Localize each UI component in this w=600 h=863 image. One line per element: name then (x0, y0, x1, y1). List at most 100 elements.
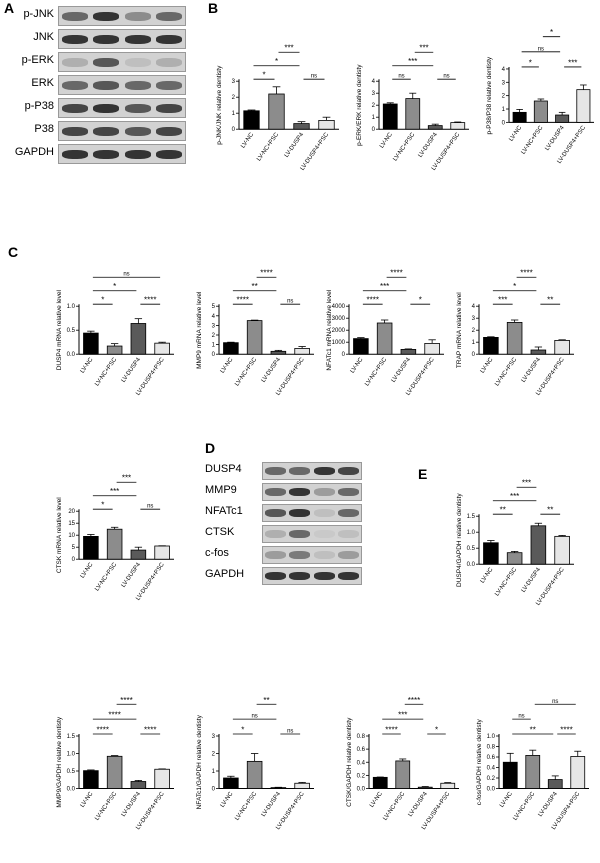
significance-label: ** (547, 506, 553, 515)
significance-label: **** (97, 726, 109, 735)
blot-row-label-nfatc1: NFATc1 (205, 504, 243, 517)
bar (130, 781, 147, 789)
blot-strip-p-jnk (58, 6, 186, 26)
y-tick-label: 0.0 (487, 787, 496, 793)
blot-band (156, 11, 183, 21)
significance-label: *** (498, 296, 507, 305)
y-tick-label: 4 (372, 79, 376, 85)
y-tick-label: 10 (68, 533, 75, 539)
y-tick-label: 0.6 (357, 747, 366, 753)
chart-ctsk-gapdh: CTSK/GAPDH relative dentisty 0.0 0.2 0.4 0.6… (346, 696, 459, 831)
bar (372, 776, 388, 789)
panel-letter-b: B (208, 0, 219, 16)
bar (530, 525, 547, 565)
y-axis-label: p-ERK/ERK relative dentisty (356, 64, 363, 146)
y-tick-label: 1.0 (67, 304, 76, 310)
blot-band (338, 509, 360, 517)
bar (83, 536, 99, 560)
x-tick-label: LV-NC (80, 561, 95, 579)
blot-band (313, 572, 335, 580)
significance-label: * (419, 296, 422, 305)
y-tick-label: 0.5 (67, 769, 76, 775)
significance-label: **** (108, 711, 120, 720)
bar (246, 320, 263, 355)
blot-band (156, 149, 183, 159)
significance-label: *** (398, 711, 407, 720)
bar (294, 348, 310, 355)
bar (154, 545, 170, 560)
significance-label: *** (380, 282, 389, 291)
y-tick-label: 2 (212, 333, 216, 339)
bar (512, 111, 527, 123)
chart-mmp9-gapdh: MMP9/GAPDH relative dentisty 0.0 0.5 1.0 1.5… (56, 696, 174, 831)
blot-band (338, 551, 360, 559)
blot-band (289, 551, 311, 559)
y-tick-label: 3 (212, 323, 216, 329)
bar (270, 350, 287, 355)
x-tick-label: LV-DUSP4 (121, 356, 143, 383)
panel-letter-d: D (205, 440, 216, 456)
bar (555, 114, 570, 123)
y-tick-label: 3 (502, 80, 506, 86)
significance-label: * (241, 726, 244, 735)
blot-strip-nfatc1 (262, 504, 362, 522)
y-tick-label: 3000 (332, 316, 346, 322)
x-tick-label: LV-DUSP4 (121, 791, 143, 818)
chart-p-jnk-jnk: p-JNK/JNK relative dentisty 0 1 2 3 LV-NC LV-N… (216, 44, 339, 172)
x-tick-label: LV-DUSP4 (521, 356, 543, 383)
y-tick-label: 2 (232, 95, 236, 101)
blot-band (264, 467, 286, 475)
x-tick-label: LV-DUSP4 (521, 566, 543, 593)
significance-label: * (435, 726, 438, 735)
blot-band (289, 509, 311, 517)
y-tick-label: 2 (372, 103, 376, 109)
bar (502, 761, 518, 789)
blot-band (61, 80, 88, 90)
y-tick-label: 2 (212, 752, 216, 758)
blot-band (61, 103, 88, 113)
bar (506, 552, 523, 565)
bar (130, 323, 147, 355)
x-tick-label: LV-NC (350, 356, 365, 374)
chart-dusp4-mrna: DUSP4 mRNA relative level 0.00.51.0LV-NC L… (56, 272, 174, 397)
significance-label: * (101, 296, 104, 305)
significance-label: * (513, 282, 516, 291)
significance-label: *** (122, 474, 131, 483)
blot-band (156, 57, 183, 67)
bar (130, 549, 147, 560)
bar (223, 342, 239, 355)
blot-strip-p-erk (58, 52, 186, 72)
y-axis-label: p-JNK/JNK relative dentisty (216, 65, 223, 145)
significance-label: ** (530, 726, 536, 735)
blot-band (156, 34, 183, 44)
y-tick-label: 0 (472, 352, 476, 358)
x-tick-label: LV-NC+PSC (383, 791, 407, 822)
y-tick-label: 5 (72, 545, 76, 551)
y-tick-label: 0 (212, 352, 216, 358)
y-tick-label: 0 (72, 557, 76, 563)
bar (83, 770, 99, 789)
blot-band (61, 149, 88, 159)
x-tick-label: LV-DUSP4+PSC (300, 131, 331, 171)
significance-label: ns (311, 74, 317, 80)
y-tick-label: 15 (68, 521, 75, 527)
significance-label: * (101, 501, 104, 510)
significance-label: ** (500, 506, 506, 515)
significance-label: * (529, 58, 532, 67)
y-tick-label: 3 (212, 734, 216, 740)
y-tick-label: 1 (502, 107, 506, 113)
x-tick-label: LV-NC+PSC (494, 566, 518, 597)
blot-band (61, 34, 88, 44)
blot-band (93, 126, 120, 136)
blot-band (264, 551, 286, 559)
blot-band (124, 11, 151, 21)
bar (246, 760, 263, 789)
blot-row-label-erk: ERK (31, 76, 54, 89)
y-tick-label: 0 (342, 352, 346, 358)
y-tick-label: 0.4 (357, 760, 366, 766)
bar (405, 98, 421, 130)
significance-label: **** (408, 696, 420, 705)
chart-mmp9-mrna: MMP9 mRNA relative level 0 1 2 3 4 5 LV-NC LV-NC… (196, 269, 314, 397)
blot-row-label-jnk: JNK (33, 30, 54, 43)
x-tick-label: LV-NC (80, 356, 95, 374)
